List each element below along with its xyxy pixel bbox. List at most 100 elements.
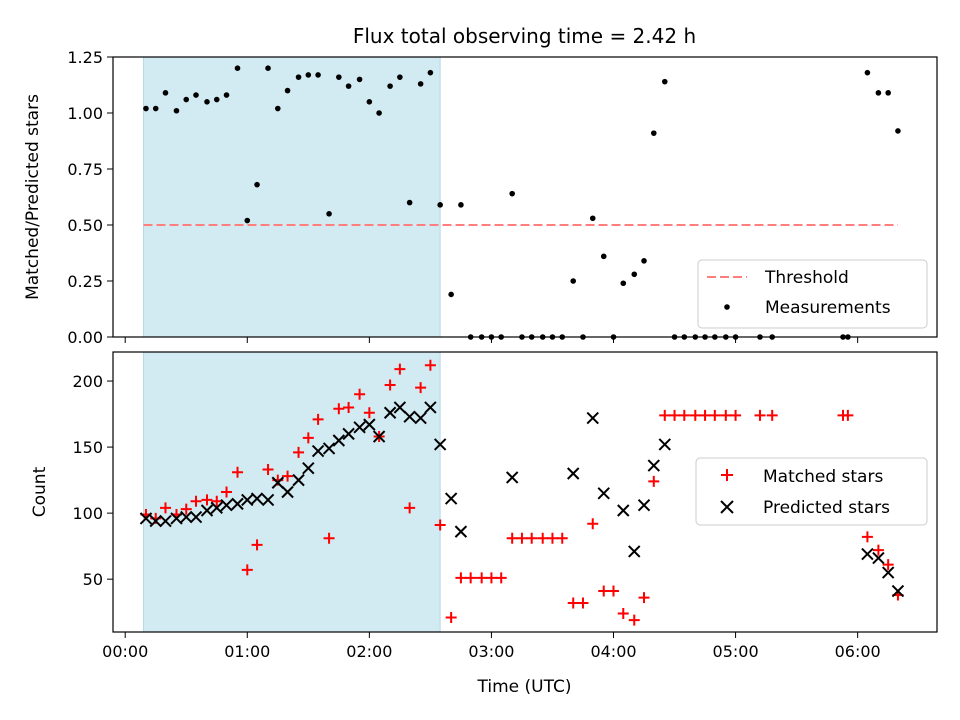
matched-star-point (465, 572, 477, 584)
measurement-point (295, 74, 302, 80)
matched-star-point (766, 409, 778, 421)
matched-star-point (587, 518, 599, 530)
time-x-tick-label: 00:00 (102, 642, 148, 661)
predicted-star-point (241, 493, 254, 507)
measurement-point (437, 202, 443, 208)
predicted-star-point (861, 547, 874, 561)
measurement-point (376, 110, 382, 116)
time-x-label: Time (UTC) (477, 677, 572, 697)
measurement-point (275, 105, 281, 112)
matched-star-point (221, 486, 233, 498)
matched-star-point (516, 532, 528, 544)
predicted-star-point (567, 467, 580, 480)
matched-star-point (709, 409, 721, 421)
measurement-point (641, 258, 647, 264)
predicted-star-point (658, 438, 671, 451)
matched-star-point (476, 572, 488, 584)
predicted-star-point (403, 410, 416, 423)
predicted-star-point (505, 471, 519, 484)
measurement-point (885, 90, 891, 96)
predicted-star-point (424, 401, 437, 414)
matched-star-point (394, 363, 406, 375)
measurement-point (570, 278, 577, 284)
matched-star-point (720, 409, 732, 421)
legend-label: Threshold (764, 268, 849, 288)
predicted-star-point (433, 438, 447, 451)
measurement-point (143, 105, 149, 112)
matched-star-point (333, 403, 345, 415)
predicted-star-point (250, 492, 264, 505)
matched-star-point (159, 502, 171, 514)
legend-box (697, 259, 928, 329)
measurement-point (448, 291, 454, 298)
predicted-star-point (353, 421, 366, 434)
matched-star-point (262, 464, 274, 476)
matched-star-point (556, 532, 568, 544)
matched-star-point (180, 503, 192, 515)
predicted-star-point (149, 514, 162, 528)
predicted-star-point (189, 510, 203, 524)
matched-star-point (232, 466, 244, 478)
predicted-star-point (261, 493, 275, 507)
predicted-star-point (454, 525, 468, 538)
count-y-tick-label: 100 (72, 504, 103, 523)
count-axes-frame (112, 351, 938, 633)
measurement-point (223, 92, 230, 98)
matched-star-point (882, 559, 894, 571)
predicted-star-point (372, 430, 386, 443)
matched-star-point (689, 409, 701, 421)
ratio-panel: 0.00 0.25 0.50 0.75 1.00 1.25 Matched/Predict… (23, 48, 938, 347)
count-y-tick-label: 150 (72, 438, 103, 457)
legend-label: Matched stars (763, 467, 883, 487)
predicted-star-point (281, 485, 294, 499)
matched-star-point (699, 409, 711, 421)
time-x-tick-label: 02:00 (346, 642, 392, 661)
measurement-point (397, 74, 403, 80)
ratio-x-ticks (124, 337, 859, 343)
legend-predicted-swatch (720, 500, 734, 514)
predicted-star-point (383, 406, 397, 419)
measurement-point (600, 253, 607, 260)
predicted-star-point (271, 476, 285, 489)
time-x-tick-label: 05:00 (713, 642, 759, 661)
predicted-star-point (200, 504, 214, 517)
measurement-point (345, 83, 352, 89)
predicted-star-point (363, 418, 376, 431)
matched-star-point (872, 544, 884, 556)
predicted-star-point (597, 487, 610, 500)
ratio-y-tick-label: 0.00 (67, 328, 103, 347)
measurement-point (204, 99, 210, 105)
matched-star-point (445, 611, 457, 623)
matched-star-point (211, 495, 223, 507)
matched-star-point (363, 407, 375, 419)
ratio-y-tick-label: 0.25 (67, 272, 103, 291)
measurement-point (305, 72, 312, 78)
measurement-point (244, 217, 251, 224)
time-x-tick-label: 06:00 (835, 642, 881, 661)
matched-star-point (678, 409, 690, 421)
measurement-point (620, 280, 627, 287)
measurement-point (356, 76, 363, 83)
predicted-star-point (637, 499, 651, 512)
count-legend: Matched stars Predicted stars (695, 457, 928, 526)
measurement-point (315, 72, 321, 78)
legend-label: Predicted stars (763, 498, 890, 518)
matched-star-point (434, 519, 446, 531)
predicted-star-point (231, 497, 244, 511)
ratio-y-tick-label: 0.50 (67, 216, 103, 235)
matched-star-point (415, 382, 427, 394)
count-y-tick-label: 200 (72, 372, 103, 391)
predicted-star-point (332, 434, 346, 447)
predicted-star-point (586, 411, 599, 425)
observing-span (143, 56, 441, 338)
matched-star-point (323, 532, 335, 544)
matched-star-point (537, 532, 549, 544)
measurement-point (895, 128, 901, 134)
matched-star-point (608, 585, 620, 597)
measurement-point (173, 107, 180, 114)
measurement-point (417, 81, 424, 87)
predicted-star-point (210, 501, 223, 515)
ratio-y-tick-label: 1.00 (67, 104, 103, 123)
matched-star-point (861, 531, 873, 543)
